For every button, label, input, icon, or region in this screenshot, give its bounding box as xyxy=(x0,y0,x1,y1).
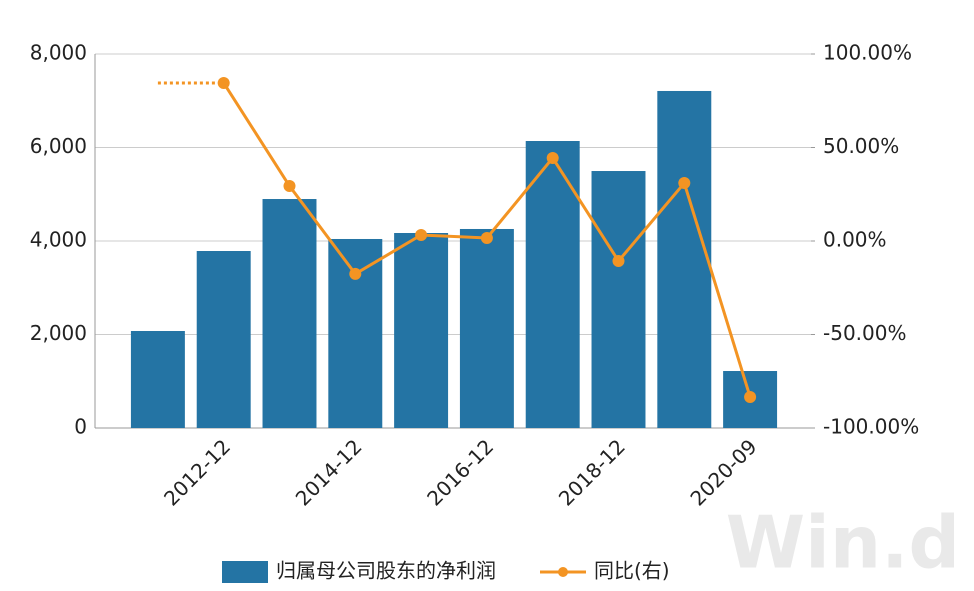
point xyxy=(546,151,559,164)
x-tick-label: 2014-12 xyxy=(291,434,367,510)
point xyxy=(349,267,362,280)
legend-label: 同比(右) xyxy=(594,559,670,583)
point xyxy=(217,76,230,89)
bar xyxy=(328,238,383,428)
bar xyxy=(394,233,449,428)
y2-tick-label: 50.00% xyxy=(823,134,899,158)
bar xyxy=(130,330,185,428)
bar xyxy=(591,171,646,428)
bar xyxy=(525,141,580,428)
y2-tick-label: 100.00% xyxy=(823,41,912,65)
y-tick-label: 8,000 xyxy=(30,41,87,65)
y2-tick-label: -100.00% xyxy=(823,415,919,439)
point xyxy=(480,232,493,245)
bar xyxy=(459,228,514,428)
point xyxy=(415,229,428,242)
bar xyxy=(262,199,317,428)
y-tick-label: 4,000 xyxy=(30,228,87,252)
watermark: Win.d xyxy=(726,501,960,585)
x-tick-label: 2018-12 xyxy=(554,434,630,510)
y2-tick-label: 0.00% xyxy=(823,228,887,252)
y-tick-label: 6,000 xyxy=(30,134,87,158)
point xyxy=(283,180,296,193)
x-tick-label: 2012-12 xyxy=(159,434,235,510)
point xyxy=(744,390,757,403)
y-tick-label: 2,000 xyxy=(30,321,87,345)
y2-tick-label: -50.00% xyxy=(823,321,906,345)
bar xyxy=(657,90,712,428)
legend-swatch xyxy=(222,561,268,583)
point xyxy=(612,255,625,268)
legend-label: 归属母公司股东的净利润 xyxy=(276,559,496,583)
x-tick-label: 2020-09 xyxy=(685,434,761,510)
x-tick-label: 2016-12 xyxy=(422,434,498,510)
y-tick-label: 0 xyxy=(74,415,87,439)
point xyxy=(678,177,691,190)
bar xyxy=(196,251,251,428)
legend-swatch xyxy=(558,567,568,577)
